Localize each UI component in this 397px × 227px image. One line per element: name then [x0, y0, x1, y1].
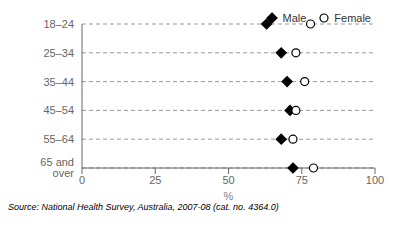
svg-text:0: 0 [79, 174, 85, 186]
svg-text:100: 100 [366, 174, 384, 186]
html-text:Male: Male [282, 12, 307, 24]
svg-text:65 andover: 65 andover [40, 156, 74, 179]
svg-text:18–24: 18–24 [43, 18, 74, 30]
html-text:Source: National Health Survey: Source: National Health Survey, Australi… [8, 202, 279, 212]
svg-text:75: 75 [296, 174, 308, 186]
html-text:Female: Female [334, 12, 371, 24]
svg-text:35–44: 35–44 [43, 76, 74, 88]
svg-text:45–54: 45–54 [43, 104, 74, 116]
svg-text:55–64: 55–64 [43, 133, 74, 145]
svg-text:%: % [224, 190, 234, 200]
svg-text:25: 25 [149, 174, 161, 186]
svg-text:25–34: 25–34 [43, 47, 74, 59]
svg-text:50: 50 [222, 174, 234, 186]
